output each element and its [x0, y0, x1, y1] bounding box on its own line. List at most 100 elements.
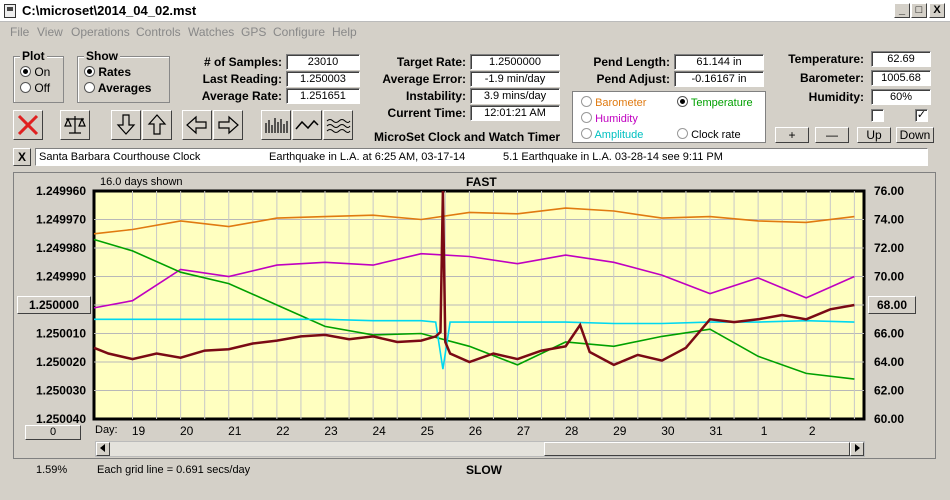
- balance-button[interactable]: [60, 110, 90, 140]
- temperature-label: Temperature:: [788, 52, 864, 66]
- bar-graph-button[interactable]: [261, 110, 291, 140]
- sensor-amplitude-label: Amplitude: [594, 129, 644, 141]
- sensor-clock-rate-label: Clock rate: [691, 129, 741, 141]
- days-shown: 16.0 days shown: [100, 176, 183, 188]
- day-prefix: Day:: [95, 424, 118, 436]
- menu-file[interactable]: File: [10, 25, 30, 39]
- horizontal-scrollbar[interactable]: [95, 441, 865, 457]
- right-tick-label: 60.00: [874, 412, 904, 426]
- left-axis-ticks: 1.249960 1.249970 1.249980 1.249990 1.250010…: [36, 184, 86, 426]
- menu-help[interactable]: Help: [332, 25, 357, 39]
- menu-operations[interactable]: Operations: [71, 25, 130, 39]
- sensor-temperature-radio[interactable]: [677, 96, 688, 107]
- wave-graph-button[interactable]: [323, 110, 353, 140]
- right-checkbox[interactable]: ✓: [915, 109, 928, 122]
- humidity-value: 60%: [871, 89, 931, 105]
- pend-adjust-value: -0.16167 in: [674, 71, 764, 87]
- right-tick-label: 76.00: [874, 184, 904, 198]
- day-tick-label: 23: [324, 424, 338, 438]
- day-tick-label: 28: [565, 424, 579, 438]
- plot-on-option[interactable]: On: [20, 65, 50, 79]
- barometer-label: Barometer:: [799, 71, 864, 85]
- show-averages-radio[interactable]: [84, 82, 95, 93]
- day-ticks: 19 20 21 22 23 24 25 26 27 28 29 30 31 1 2: [132, 424, 816, 438]
- left-tick-label: 1.250020: [36, 355, 86, 369]
- up-button[interactable]: Up: [857, 127, 891, 143]
- sensor-barometer-option[interactable]: Barometer: [581, 96, 646, 109]
- left-value-box[interactable]: 1.250000: [17, 296, 91, 314]
- show-rates-radio[interactable]: [84, 66, 95, 77]
- sensor-temperature-option[interactable]: Temperature: [677, 96, 753, 109]
- series-line-4: [93, 190, 855, 367]
- plus-button[interactable]: +: [775, 127, 809, 143]
- sensor-clock-rate-radio[interactable]: [677, 128, 688, 139]
- menu-configure[interactable]: Configure: [273, 25, 326, 39]
- series-line-2: [93, 238, 855, 380]
- scroll-thumb[interactable]: [544, 442, 850, 456]
- infobar-close-button[interactable]: X: [13, 148, 31, 166]
- menu-view[interactable]: View: [37, 25, 63, 39]
- menu-controls[interactable]: Controls: [136, 25, 181, 39]
- day-tick-label: 31: [709, 424, 723, 438]
- menu-bar: File View Operations Controls Watches GP…: [0, 23, 950, 41]
- plot-off-radio[interactable]: [20, 82, 31, 93]
- sensor-amplitude-option[interactable]: Amplitude: [581, 128, 643, 141]
- line-graph-button[interactable]: [292, 110, 322, 140]
- plot-group: Plot On Off: [13, 49, 64, 103]
- plot-off-option[interactable]: Off: [20, 81, 50, 95]
- plot-on-radio[interactable]: [20, 66, 31, 77]
- sensor-temperature-label: Temperature: [690, 97, 753, 109]
- show-rates-label: Rates: [98, 65, 132, 79]
- title-bar: C:\microset\2014_04_02.mst _ □ X: [0, 0, 950, 22]
- red-x-icon: [17, 114, 39, 136]
- pend-length-label: Pend Length:: [593, 55, 670, 69]
- show-averages-option[interactable]: Averages: [84, 81, 151, 95]
- up-arrow-icon: [147, 114, 167, 135]
- menu-gps[interactable]: GPS: [241, 25, 267, 39]
- down-button[interactable]: Down: [896, 127, 934, 143]
- right-arrow-button[interactable]: [213, 110, 243, 140]
- sensor-amplitude-radio[interactable]: [581, 128, 592, 139]
- window-title: C:\microset\2014_04_02.mst: [22, 3, 197, 18]
- zero-box[interactable]: 0: [25, 425, 81, 440]
- minus-button[interactable]: —: [815, 127, 849, 143]
- scroll-right-button[interactable]: [850, 442, 864, 456]
- right-value-box[interactable]: 68.00: [868, 296, 916, 314]
- day-tick-label: 20: [180, 424, 194, 438]
- sensor-humidity-radio[interactable]: [581, 112, 592, 123]
- left-tick-label: 1.249970: [36, 213, 86, 227]
- sensor-barometer-radio[interactable]: [581, 96, 592, 107]
- left-arrow-button[interactable]: [182, 110, 212, 140]
- left-checkbox[interactable]: [871, 109, 884, 122]
- minimize-button[interactable]: _: [894, 3, 910, 18]
- bars-icon: [265, 118, 288, 133]
- sensor-clock-rate-option[interactable]: Clock rate: [677, 128, 741, 141]
- left-tick-label: 1.249980: [36, 241, 86, 255]
- right-tick-label: 64.00: [874, 355, 904, 369]
- last-reading-value: 1.250003: [286, 71, 360, 87]
- maximize-button[interactable]: □: [911, 3, 927, 18]
- target-rate-label: Target Rate:: [396, 55, 466, 69]
- right-tick-label: 62.00: [874, 384, 904, 398]
- barometer-value: 1005.68: [871, 70, 931, 86]
- show-rates-option[interactable]: Rates: [84, 65, 131, 79]
- left-arrow-icon: [186, 115, 207, 135]
- average-rate-value: 1.251651: [286, 88, 360, 104]
- day-tick-label: 21: [228, 424, 242, 438]
- plot-on-label: On: [34, 65, 51, 79]
- app-icon[interactable]: [4, 4, 16, 18]
- up-arrow-button[interactable]: [142, 110, 172, 140]
- menu-watches[interactable]: Watches: [188, 25, 235, 39]
- day-tick-label: 25: [421, 424, 435, 438]
- info-bar[interactable]: Santa Barbara Courthouse Clock Earthquak…: [35, 148, 928, 166]
- stop-button[interactable]: [13, 110, 43, 140]
- scroll-left-button[interactable]: [96, 442, 110, 456]
- sensor-humidity-label: Humidity: [595, 113, 638, 125]
- day-tick-label: 22: [276, 424, 290, 438]
- grid-lines: [94, 191, 864, 419]
- sensor-humidity-option[interactable]: Humidity: [581, 112, 638, 125]
- down-arrow-button[interactable]: [111, 110, 141, 140]
- close-button[interactable]: X: [929, 3, 945, 18]
- sensor-select-box: Barometer Temperature Humidity Amplitude…: [572, 91, 766, 143]
- note-1: Earthquake in L.A. at 6:25 AM, 03-17-14: [269, 151, 466, 163]
